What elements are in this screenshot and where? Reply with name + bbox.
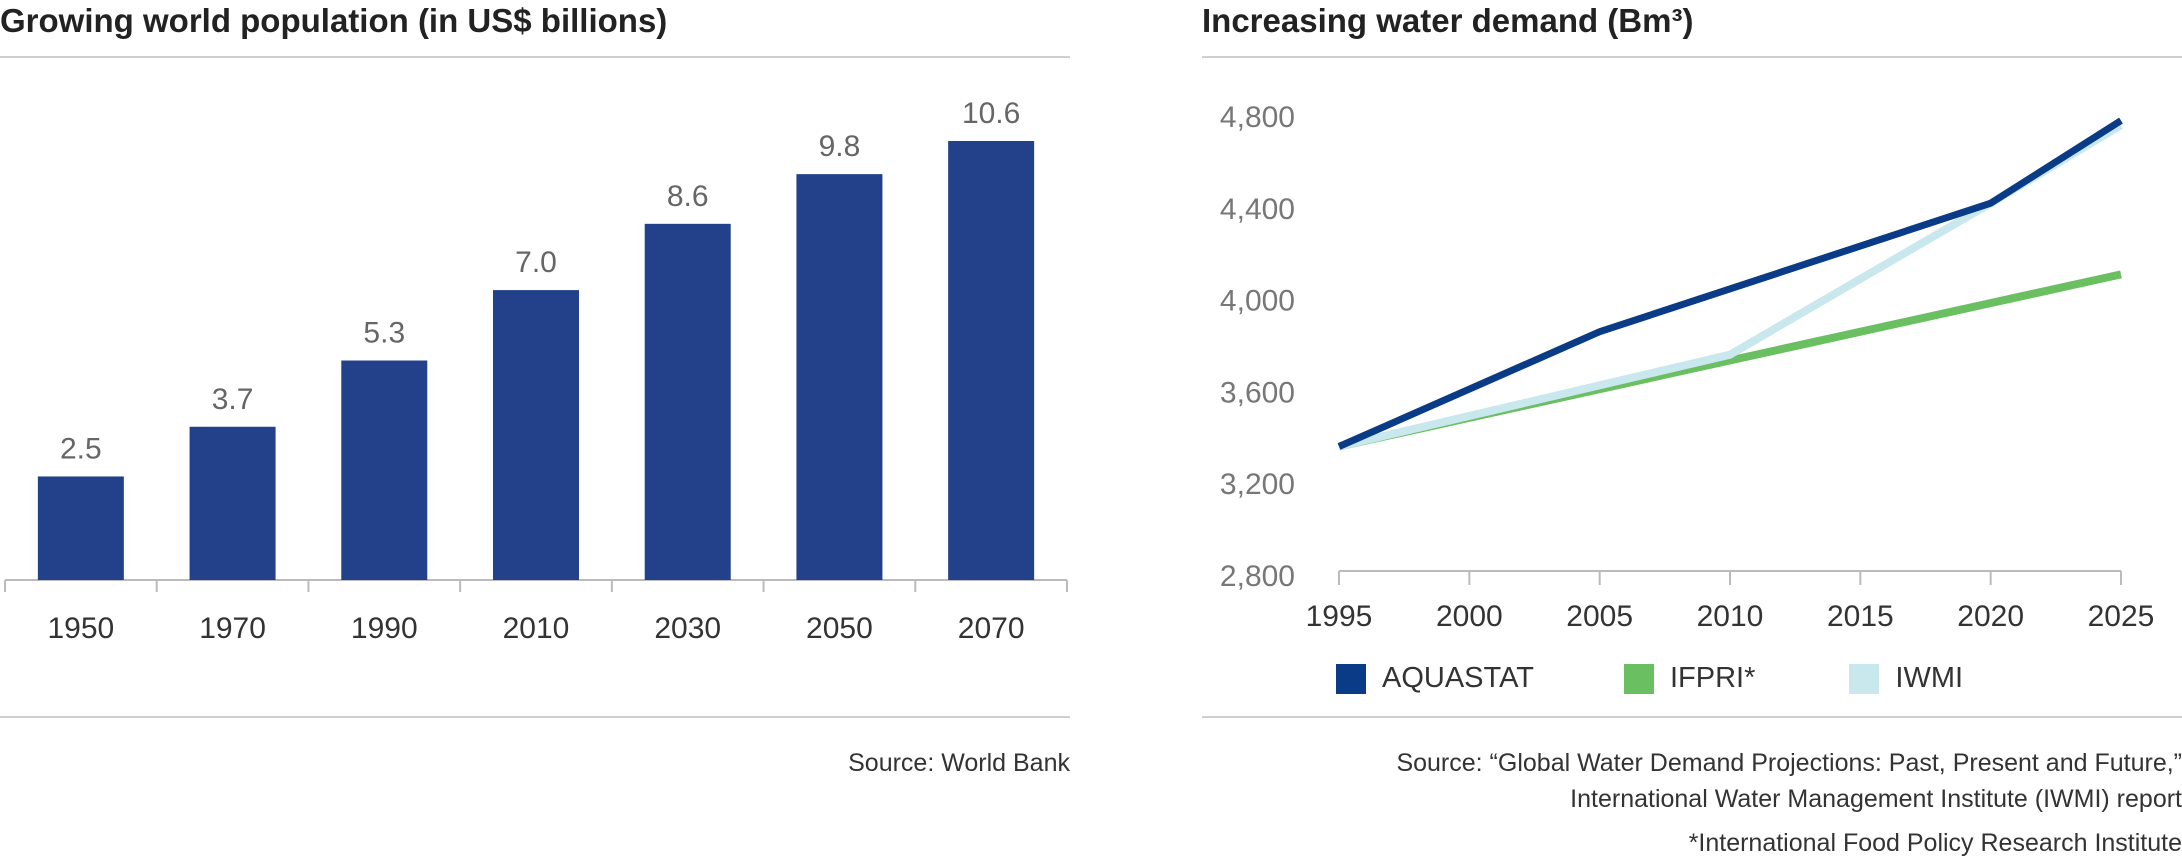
line-y-label-3200: 3,200 <box>1220 468 1295 501</box>
legend-item-aquastat: AQUASTAT <box>1336 662 1534 695</box>
population-bar-1990 <box>341 360 428 580</box>
left-title-divider <box>0 56 1070 58</box>
line-x-label-2015: 2015 <box>1827 600 1894 633</box>
bar-category-label-1990: 1990 <box>351 612 418 645</box>
line-y-label-4800: 4,800 <box>1220 101 1295 134</box>
line-x-label-1995: 1995 <box>1306 600 1373 633</box>
bar-value-label-1950: 2.5 <box>60 432 102 465</box>
bar-category-label-1950: 1950 <box>47 612 114 645</box>
water-source-line-1: Source: “Global Water Demand Projections… <box>1396 749 2182 777</box>
line-x-label-2010: 2010 <box>1697 600 1764 633</box>
bar-category-label-1970: 1970 <box>199 612 266 645</box>
bar-value-label-2030: 8.6 <box>667 180 709 213</box>
bar-value-label-1970: 3.7 <box>212 383 254 416</box>
water-source-line-2: International Water Management Institute… <box>1570 785 2182 813</box>
legend-swatch-ifpri <box>1624 663 1654 694</box>
bar-category-label-2010: 2010 <box>503 612 570 645</box>
line-x-label-2000: 2000 <box>1436 600 1503 633</box>
water-chart-title: Increasing water demand (Bm³) <box>1202 2 1694 39</box>
line-x-label-2025: 2025 <box>2088 600 2155 633</box>
population-bar-1950 <box>37 476 124 580</box>
water-chart-legend: AQUASTAT IFPRI* IWMI <box>1336 662 1963 695</box>
legend-label-iwmi: IWMI <box>1895 662 1964 694</box>
population-bar-chart: 2.5 1950 3.7 1970 5.3 1990 7.0 2010 8.6 2030 9.8 20… <box>4 97 1068 645</box>
legend-label-ifpri: IFPRI* <box>1670 662 1756 694</box>
bar-value-label-2010: 7.0 <box>515 246 557 279</box>
right-bottom-divider <box>1202 716 2182 718</box>
bar-value-label-2070: 10.6 <box>962 97 1020 130</box>
population-bar-1970 <box>189 426 276 580</box>
population-source: Source: World Bank <box>848 749 1070 777</box>
population-bar-2010 <box>493 290 579 580</box>
left-bottom-divider <box>0 716 1070 718</box>
line-x-label-2020: 2020 <box>1957 600 2024 633</box>
line-y-label-4400: 4,400 <box>1220 193 1295 226</box>
right-title-divider <box>1202 56 2182 58</box>
line-y-label-2800: 2,800 <box>1220 560 1295 593</box>
legend-label-aquastat: AQUASTAT <box>1382 662 1534 694</box>
population-bar-2050 <box>796 174 883 580</box>
population-bar-2070 <box>948 141 1035 580</box>
legend-swatch-aquastat <box>1336 663 1366 694</box>
line-y-label-3600: 3,600 <box>1220 376 1295 409</box>
bar-category-label-2050: 2050 <box>806 612 873 645</box>
legend-swatch-iwmi <box>1849 663 1880 694</box>
line-y-label-4000: 4,000 <box>1220 285 1295 318</box>
population-bar-2030 <box>644 223 731 580</box>
line-x-label-2005: 2005 <box>1566 600 1633 633</box>
water-footnote: *International Food Policy Research Inst… <box>1688 829 2182 857</box>
series-line-aquastat <box>1337 117 2123 450</box>
legend-item-iwmi: IWMI <box>1849 662 1963 695</box>
bar-value-label-1990: 5.3 <box>363 317 405 350</box>
legend-item-ifpri: IFPRI* <box>1624 662 1755 695</box>
bar-value-label-2050: 9.8 <box>819 130 861 163</box>
bar-category-label-2070: 2070 <box>958 612 1025 645</box>
bar-category-label-2030: 2030 <box>654 612 721 645</box>
water-source: Source: “Global Water Demand Projections… <box>1396 745 2182 817</box>
population-chart-title: Growing world population (in US$ billion… <box>0 2 668 39</box>
water-demand-line-chart: 1995 2000 2005 2010 2015 2020 2025 2,800 3,200 3,… <box>1220 101 2155 633</box>
